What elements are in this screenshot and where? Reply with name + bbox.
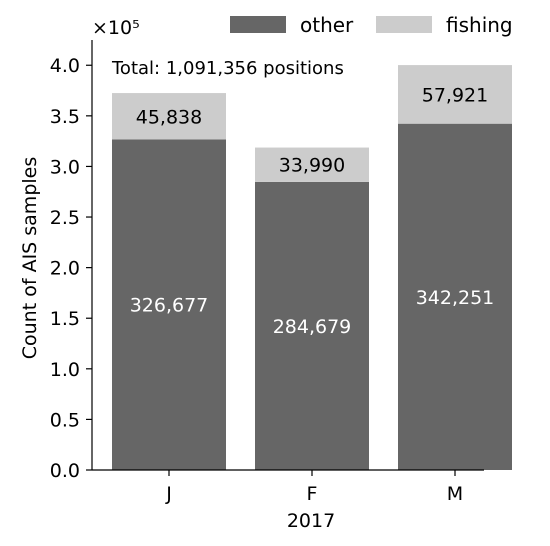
y-scale-label: ×10⁵	[92, 17, 140, 39]
data-label-other-F: 284,679	[273, 316, 352, 338]
y-tick-label: 0.0	[50, 460, 80, 482]
bar-fishing-F	[255, 147, 369, 182]
data-label-fishing-F: 33,990	[279, 155, 345, 177]
legend-label-fishing: fishing	[446, 13, 513, 37]
x-tick-label-J: J	[165, 483, 172, 505]
legend: other fishing	[230, 13, 513, 37]
legend-swatch-other	[230, 16, 286, 33]
data-label-other-J: 326,677	[130, 295, 209, 317]
x-axis-title: 2017	[287, 510, 335, 532]
y-tick-label: 1.0	[50, 359, 80, 381]
data-label-other-M: 342,251	[416, 287, 495, 309]
x-tick-label-M: M	[447, 483, 463, 505]
y-tick-label: 4.0	[50, 55, 80, 77]
y-tick-label: 3.5	[50, 106, 80, 128]
total-annotation: Total: 1,091,356 positions	[111, 58, 344, 79]
legend-label-other: other	[300, 13, 354, 37]
bar-fishing-J	[112, 93, 226, 140]
y-tick-label: 2.5	[50, 207, 80, 229]
bar-other-F	[255, 181, 369, 471]
y-tick-label: 2.0	[50, 258, 80, 280]
y-tick-label: 3.0	[50, 156, 80, 178]
data-label-fishing-J: 45,838	[136, 106, 202, 128]
legend-swatch-fishing	[376, 16, 432, 33]
data-label-fishing-M: 57,921	[422, 84, 488, 106]
y-ticks: 0.0 0.5 1.0 1.5 2.0 2.5 3.0 3.5 4.0	[50, 55, 92, 482]
y-axis-title: Count of AIS samples	[19, 157, 41, 360]
bar-fishing-M	[398, 65, 512, 124]
bar-other-J	[112, 139, 226, 470]
y-tick-label: 1.5	[50, 308, 80, 330]
bars	[112, 65, 512, 471]
bar-other-M	[398, 123, 512, 470]
bar-labels: 326,677 45,838 284,679 33,990 342,251 57,921	[130, 84, 495, 338]
x-tick-label-F: F	[307, 483, 318, 505]
y-tick-label: 0.5	[50, 409, 80, 431]
